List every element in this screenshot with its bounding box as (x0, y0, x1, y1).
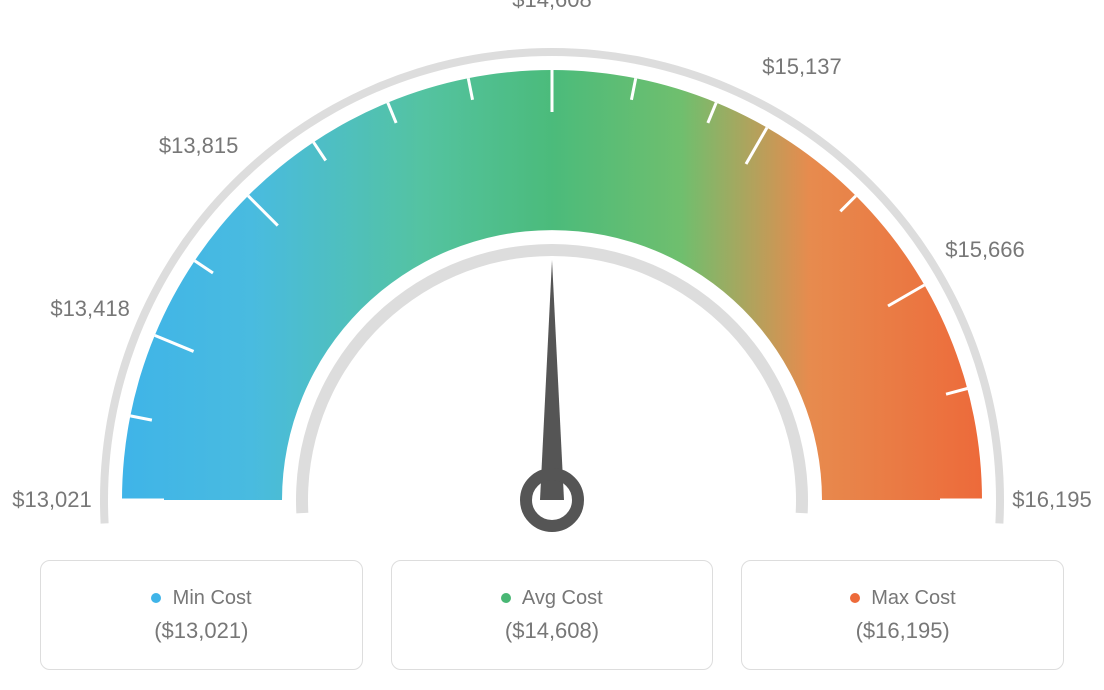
gauge-tick-label: $14,608 (512, 0, 592, 13)
gauge-svg (0, 0, 1104, 540)
gauge-tick-label: $15,666 (945, 237, 1025, 263)
gauge-tick-label: $13,815 (159, 133, 239, 159)
gauge-tick-label: $13,021 (12, 487, 92, 513)
gauge-tick-label: $15,137 (762, 54, 842, 80)
max-cost-title: Max Cost (850, 587, 956, 610)
gauge-tick-label: $13,418 (50, 296, 130, 322)
avg-cost-value: ($14,608) (505, 618, 599, 644)
min-cost-value: ($13,021) (154, 618, 248, 644)
avg-dot-icon (501, 593, 511, 603)
min-dot-icon (151, 593, 161, 603)
gauge-chart: $13,021 $13,418 $13,815 $14,608 $15,137 $15,6… (0, 0, 1104, 540)
max-cost-value: ($16,195) (856, 618, 950, 644)
gauge-tick-label: $16,195 (1012, 487, 1092, 513)
max-cost-label: Max Cost (871, 587, 955, 609)
min-cost-label: Min Cost (173, 587, 252, 609)
max-cost-card: Max Cost ($16,195) (741, 560, 1064, 670)
avg-cost-card: Avg Cost ($14,608) (391, 560, 714, 670)
avg-cost-title: Avg Cost (501, 587, 602, 610)
min-cost-title: Min Cost (151, 587, 251, 610)
min-cost-card: Min Cost ($13,021) (40, 560, 363, 670)
avg-cost-label: Avg Cost (522, 587, 603, 609)
max-dot-icon (850, 593, 860, 603)
summary-row: Min Cost ($13,021) Avg Cost ($14,608) Ma… (40, 560, 1064, 670)
